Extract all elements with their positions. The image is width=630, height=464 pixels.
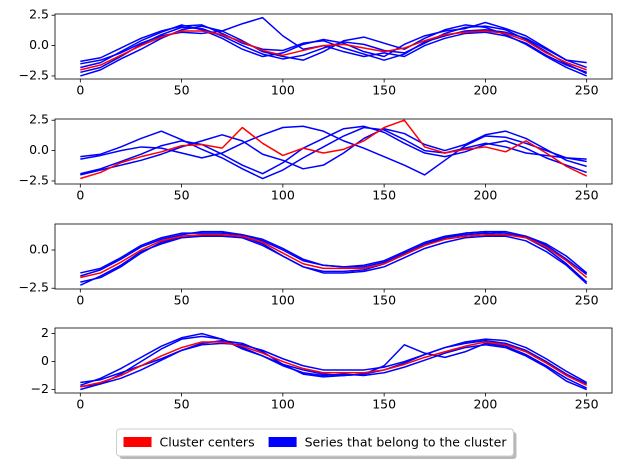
x-tick-label: 150 <box>372 293 396 308</box>
series-line <box>80 126 587 180</box>
subplot: 0 50 100 150 200 250 −2 0 2 <box>31 325 613 412</box>
y-tick-label: −2.5 <box>19 67 49 82</box>
y-tick-label: 0.0 <box>29 142 49 157</box>
x-tick-label: 0 <box>76 293 84 308</box>
x-tick-label: 100 <box>271 293 295 308</box>
x-tick-label: 150 <box>372 188 396 203</box>
x-tick-label: 0 <box>76 83 84 98</box>
x-tick-label: 200 <box>473 397 497 412</box>
x-tick-label: 200 <box>473 293 497 308</box>
series-line <box>80 21 587 69</box>
x-tick-label: 250 <box>575 188 599 203</box>
series-line <box>80 235 588 286</box>
legend-swatch <box>268 437 297 447</box>
plot-area <box>80 119 588 180</box>
x-tick-label: 50 <box>174 83 190 98</box>
axes-frame <box>54 13 613 80</box>
y-tick-label: 2.5 <box>29 7 49 22</box>
axes-frame <box>54 327 613 394</box>
x-tick-label: 100 <box>271 188 295 203</box>
x-tick-label: 50 <box>174 188 190 203</box>
series-line <box>80 332 588 387</box>
y-tick-label: −2.5 <box>19 280 49 295</box>
x-tick-label: 200 <box>473 83 497 98</box>
series-line <box>80 338 588 384</box>
x-tick-label: 150 <box>372 397 396 412</box>
x-tick-label: 150 <box>372 83 396 98</box>
axes-frame <box>54 223 613 290</box>
x-tick-label: 100 <box>271 83 295 98</box>
legend-label: Series that belong to the cluster <box>305 435 508 450</box>
legend: Cluster centers Series that belong to the… <box>116 428 517 459</box>
series-line <box>80 341 588 388</box>
series-line <box>80 230 588 277</box>
y-tick-label: −2.5 <box>19 172 49 187</box>
x-tick-label: 200 <box>473 188 497 203</box>
legend-box <box>116 428 514 457</box>
x-tick-label: 0 <box>76 188 84 203</box>
axes-frame <box>54 118 613 185</box>
legend-swatch <box>123 437 152 447</box>
y-tick-label: 0 <box>41 353 49 368</box>
legend-label: Cluster centers <box>160 435 255 450</box>
plot-area <box>80 230 588 286</box>
x-tick-label: 50 <box>174 397 190 412</box>
series-line <box>80 233 588 279</box>
series-line <box>80 125 587 175</box>
x-tick-label: 100 <box>271 397 295 412</box>
series-line <box>80 125 587 176</box>
subplot: 0 50 100 150 200 250 −2.5 0.0 2.5 <box>19 112 613 203</box>
y-tick-label: 0.0 <box>29 37 49 52</box>
series-line <box>80 16 587 74</box>
x-tick-label: 0 <box>76 397 84 412</box>
series-line <box>80 230 588 283</box>
y-tick-label: 0.0 <box>29 242 49 257</box>
y-tick-label: −2 <box>31 381 49 396</box>
x-tick-label: 250 <box>575 397 599 412</box>
subplot: 0 50 100 150 200 250 −2.5 0.0 <box>19 223 613 308</box>
series-line <box>80 339 588 389</box>
series-line <box>80 30 587 71</box>
x-tick-label: 250 <box>575 83 599 98</box>
x-tick-label: 50 <box>174 293 190 308</box>
y-tick-label: 2 <box>41 325 49 340</box>
subplot: 0 50 100 150 200 250 −2.5 0.0 2.5 <box>19 7 613 98</box>
x-tick-label: 250 <box>575 293 599 308</box>
series-line <box>80 127 587 176</box>
plot-area <box>80 16 588 77</box>
y-tick-label: 2.5 <box>29 112 49 127</box>
plot-area <box>80 332 588 391</box>
series-line <box>80 119 588 180</box>
